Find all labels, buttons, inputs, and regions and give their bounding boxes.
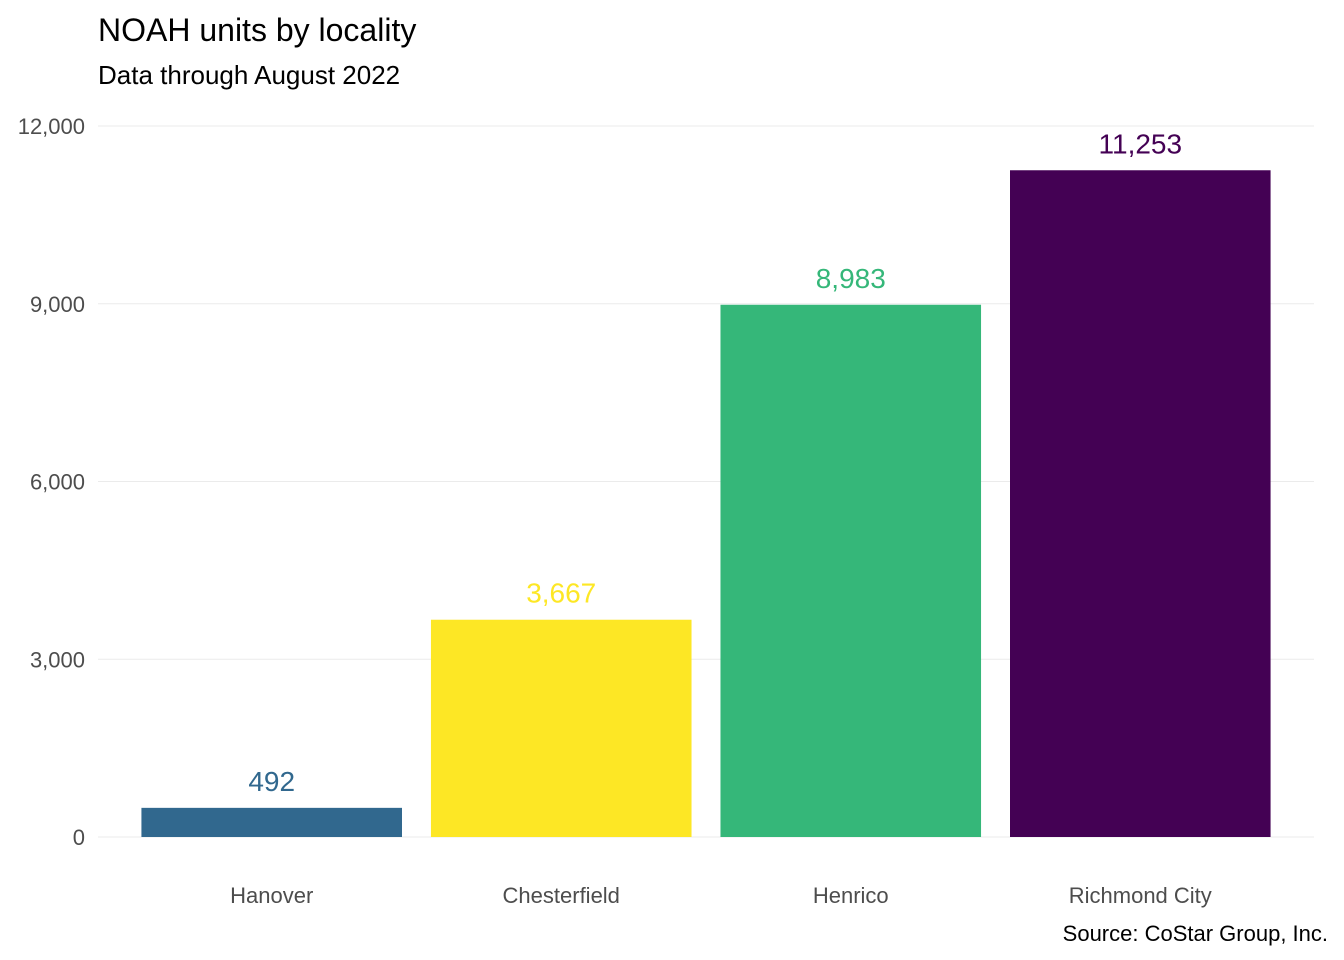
bars: 492 3,667 8,983 11,253 [141, 128, 1271, 837]
bar-value-label: 492 [248, 766, 295, 797]
x-tick-label: Richmond City [1069, 883, 1212, 908]
bar-value-label: 3,667 [526, 578, 596, 609]
y-tick-label: 0 [73, 825, 85, 850]
bar [430, 619, 692, 837]
bar-value-label: 11,253 [1099, 128, 1183, 159]
chart-title: NOAH units by locality [98, 12, 416, 48]
bar [141, 807, 402, 837]
y-tick-label: 3,000 [30, 647, 85, 672]
chart-caption: Source: CoStar Group, Inc. [1063, 921, 1328, 946]
y-axis: 0 3,000 6,000 9,000 12,000 [18, 114, 85, 850]
y-tick-label: 6,000 [30, 470, 85, 495]
bar [720, 304, 982, 837]
y-tick-label: 9,000 [30, 292, 85, 317]
bar-value-label: 8,983 [816, 263, 886, 294]
x-axis: Hanover Chesterfield Henrico Richmond City [230, 883, 1212, 908]
y-tick-label: 12,000 [18, 114, 85, 139]
chart-subtitle: Data through August 2022 [98, 60, 400, 90]
x-tick-label: Chesterfield [503, 883, 620, 908]
x-tick-label: Hanover [230, 883, 313, 908]
bar [1010, 170, 1271, 837]
x-tick-label: Henrico [813, 883, 889, 908]
